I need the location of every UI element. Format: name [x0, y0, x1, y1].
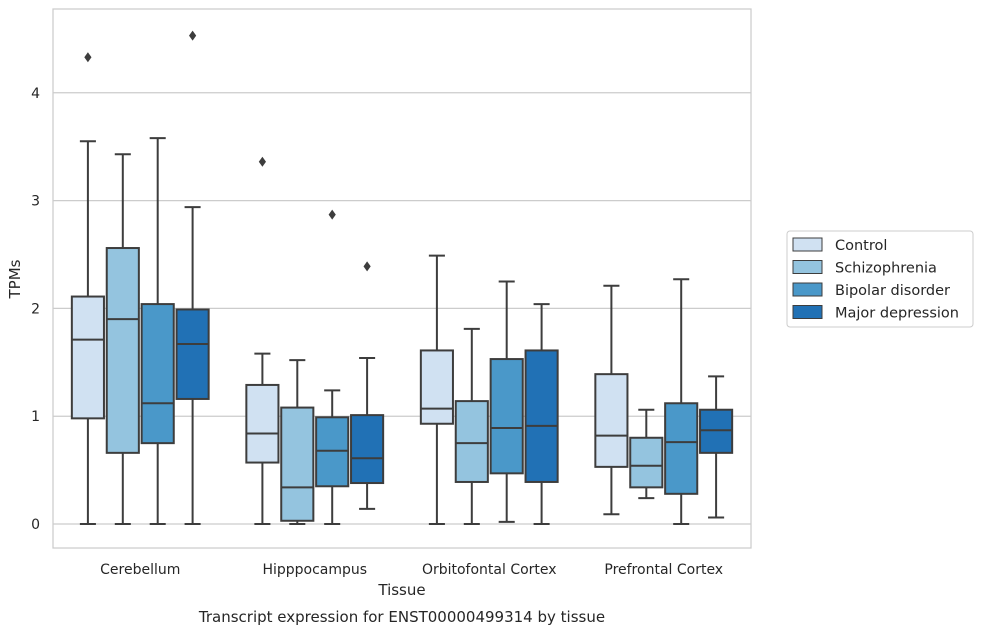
box-iqr — [105, 247, 140, 454]
box-0-0 — [70, 52, 105, 525]
box-0-3 — [175, 30, 210, 525]
box-iqr — [175, 308, 210, 400]
box-3-2 — [664, 278, 699, 525]
box-iqr — [70, 295, 105, 420]
box-iqr — [489, 358, 524, 475]
box-0-1 — [105, 153, 140, 525]
box-iqr — [280, 406, 315, 522]
box-2-3 — [524, 303, 559, 525]
legend-swatch-0 — [792, 237, 823, 252]
box-1-2 — [315, 209, 350, 525]
box-1-1 — [280, 359, 315, 525]
box-1-3 — [350, 261, 385, 510]
legend-label-2: Bipolar disorder — [835, 283, 950, 299]
legend-swatch-3 — [792, 305, 823, 319]
plot-frame — [52, 8, 752, 549]
legend-swatch-1 — [792, 260, 823, 274]
x-tick-label-0: Cerebellum — [100, 562, 180, 578]
legend-label-0: Control — [835, 238, 887, 254]
outlier-0 — [258, 156, 266, 167]
box-iqr — [524, 349, 559, 483]
y-tick-label-3: 3 — [31, 194, 40, 210]
y-tick-label-1: 1 — [31, 409, 40, 425]
box-2-2 — [489, 280, 524, 523]
box-iqr — [629, 436, 664, 489]
legend-label-1: Schizophrenia — [835, 261, 937, 277]
x-axis-title: Tissue — [377, 581, 425, 599]
legend-swatch-2 — [792, 282, 823, 297]
y-tick-label-0: 0 — [31, 517, 40, 533]
box-1-0 — [245, 156, 280, 525]
box-2-1 — [454, 327, 489, 525]
y-tick-label-4: 4 — [31, 86, 40, 102]
outlier-0 — [189, 30, 197, 41]
box-iqr — [419, 349, 454, 425]
x-tick-label-1: Hipppocampus — [262, 562, 367, 578]
box-iqr — [664, 402, 699, 495]
legend-label-3: Major depression — [835, 306, 959, 322]
axes: 0 1 2 3 4 Cerebellum Hipppocampus Orbitofontal … — [31, 86, 723, 578]
outlier-0 — [328, 209, 336, 220]
box-2-0 — [419, 254, 454, 525]
box-plots — [70, 30, 734, 525]
y-tick-label-2: 2 — [31, 301, 40, 317]
outlier-0 — [84, 52, 92, 63]
x-tick-label-2: Orbitofontal Cortex — [422, 562, 557, 578]
chart-title: Transcript expression for ENST0000049931… — [198, 608, 605, 626]
y-axis-title: TPMs — [6, 259, 24, 299]
outlier-0 — [363, 261, 371, 272]
legend-frame — [786, 230, 974, 328]
legend: Control Schizophrenia Bipolar disorder Majo… — [786, 230, 974, 328]
box-3-0 — [594, 284, 629, 516]
box-iqr — [140, 303, 175, 445]
x-tick-label-3: Prefrontal Cortex — [604, 562, 723, 578]
box-iqr — [699, 408, 734, 454]
box-0-2 — [140, 137, 175, 525]
box-3-1 — [629, 408, 664, 500]
box-iqr — [350, 414, 385, 485]
box-iqr — [454, 400, 489, 483]
box-iqr — [594, 373, 629, 468]
box-3-3 — [699, 375, 734, 519]
box-iqr — [245, 383, 280, 464]
box-iqr — [315, 416, 350, 488]
